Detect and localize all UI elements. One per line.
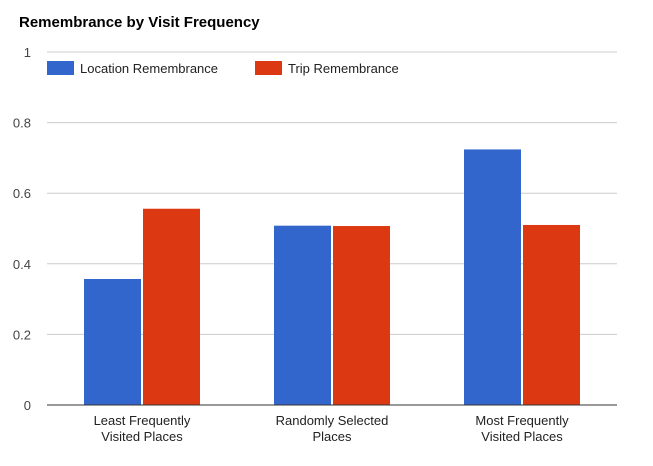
bar-trip-remembrance xyxy=(523,224,580,405)
x-axis-categories: Least Frequently Visited Places Randomly S… xyxy=(94,413,570,444)
y-tick-label: 0.4 xyxy=(13,257,31,272)
legend-swatch xyxy=(255,61,282,75)
x-category-label: Randomly Selected Places xyxy=(276,413,389,444)
legend-label: Location Remembrance xyxy=(80,61,218,76)
x-category-label: Least Frequently Visited Places xyxy=(94,413,191,444)
y-tick-label: 1 xyxy=(24,45,31,60)
y-tick-label: 0.2 xyxy=(13,327,31,342)
legend-label: Trip Remembrance xyxy=(288,61,399,76)
y-tick-label: 0 xyxy=(24,398,31,413)
legend-swatch xyxy=(47,61,74,75)
x-category-label: Most Frequently Visited Places xyxy=(475,413,569,444)
bar-location-remembrance xyxy=(464,149,521,405)
bar-location-remembrance xyxy=(274,225,331,405)
chart-title: Remembrance by Visit Frequency xyxy=(19,14,260,31)
legend-item: Location Remembrance xyxy=(47,61,218,76)
bar-location-remembrance xyxy=(84,278,141,405)
bar-trip-remembrance xyxy=(143,208,200,405)
y-tick-label: 0.8 xyxy=(13,116,31,131)
y-axis-ticks: 0 0.2 0.4 0.6 0.8 1 xyxy=(13,45,31,413)
legend: Location Remembrance Trip Remembrance xyxy=(47,61,399,76)
legend-item: Trip Remembrance xyxy=(255,61,399,76)
bar-trip-remembrance xyxy=(333,226,390,405)
gridlines xyxy=(47,51,617,335)
y-tick-label: 0.6 xyxy=(13,186,31,201)
bars xyxy=(84,149,580,405)
